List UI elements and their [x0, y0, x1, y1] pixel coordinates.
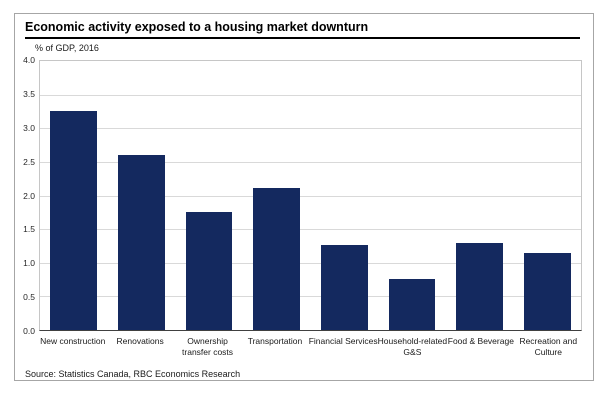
x-tick-label: Household-related G&S: [377, 336, 448, 357]
y-tick-label: 3.5: [23, 88, 35, 99]
gridline: [40, 262, 581, 264]
bar-slot: [378, 61, 446, 330]
y-axis-unit-label: % of GDP, 2016: [35, 43, 99, 53]
gridline: [40, 229, 581, 231]
x-tick-label: Transportation: [247, 336, 303, 346]
bar-slot: [40, 61, 108, 330]
bar-1: [118, 155, 165, 330]
bar-0: [50, 110, 98, 330]
y-tick-label: 1.5: [23, 224, 35, 235]
bar-slot: [243, 61, 311, 330]
gridline: [40, 195, 581, 197]
y-tick-label: 3.0: [23, 122, 35, 133]
bar-slot: [446, 61, 514, 330]
bar-3: [253, 188, 301, 330]
title-underline-rule: [25, 37, 580, 39]
bar-2: [185, 212, 233, 330]
chart-frame: Economic activity exposed to a housing m…: [14, 13, 594, 381]
bar-6: [456, 243, 503, 330]
y-tick-label: 2.0: [23, 190, 35, 201]
y-tick-label: 1.0: [23, 258, 35, 269]
chart-title: Economic activity exposed to a housing m…: [25, 20, 369, 34]
y-tick-label: 0.5: [23, 292, 35, 303]
x-tick-label: Ownership transfer costs: [182, 336, 234, 357]
gridline: [40, 128, 581, 130]
bar-slot: [108, 61, 176, 330]
bar-5: [388, 278, 436, 330]
bar-slot: [311, 61, 379, 330]
gridline: [40, 296, 581, 298]
y-tick-label: 0.0: [23, 326, 35, 336]
gridline: [40, 94, 581, 96]
plot-area: [39, 60, 582, 331]
x-tick-label: New construction: [40, 336, 106, 346]
x-tick-label: Recreation and Culture: [519, 336, 578, 357]
x-tick-label: Food & Beverage: [447, 336, 514, 346]
bar-slot: [175, 61, 243, 330]
bar-4: [320, 244, 368, 330]
bar-series: [40, 61, 581, 330]
y-tick-label: 2.5: [23, 156, 35, 167]
gridline: [40, 161, 581, 163]
x-axis-labels: New construction Renovations Ownership tran…: [39, 336, 582, 358]
x-tick-label: Financial Services: [308, 336, 378, 346]
y-tick-label: 4.0: [23, 55, 35, 65]
x-tick-label: Renovations: [116, 336, 164, 346]
source-note: Source: Statistics Canada, RBC Economics…: [25, 369, 241, 379]
bar-7: [523, 252, 571, 330]
bar-slot: [513, 61, 581, 330]
y-axis-labels: 0.0 0.5 1.0 1.5 2.0 2.5 3.0 3.5 4.0: [15, 55, 35, 336]
